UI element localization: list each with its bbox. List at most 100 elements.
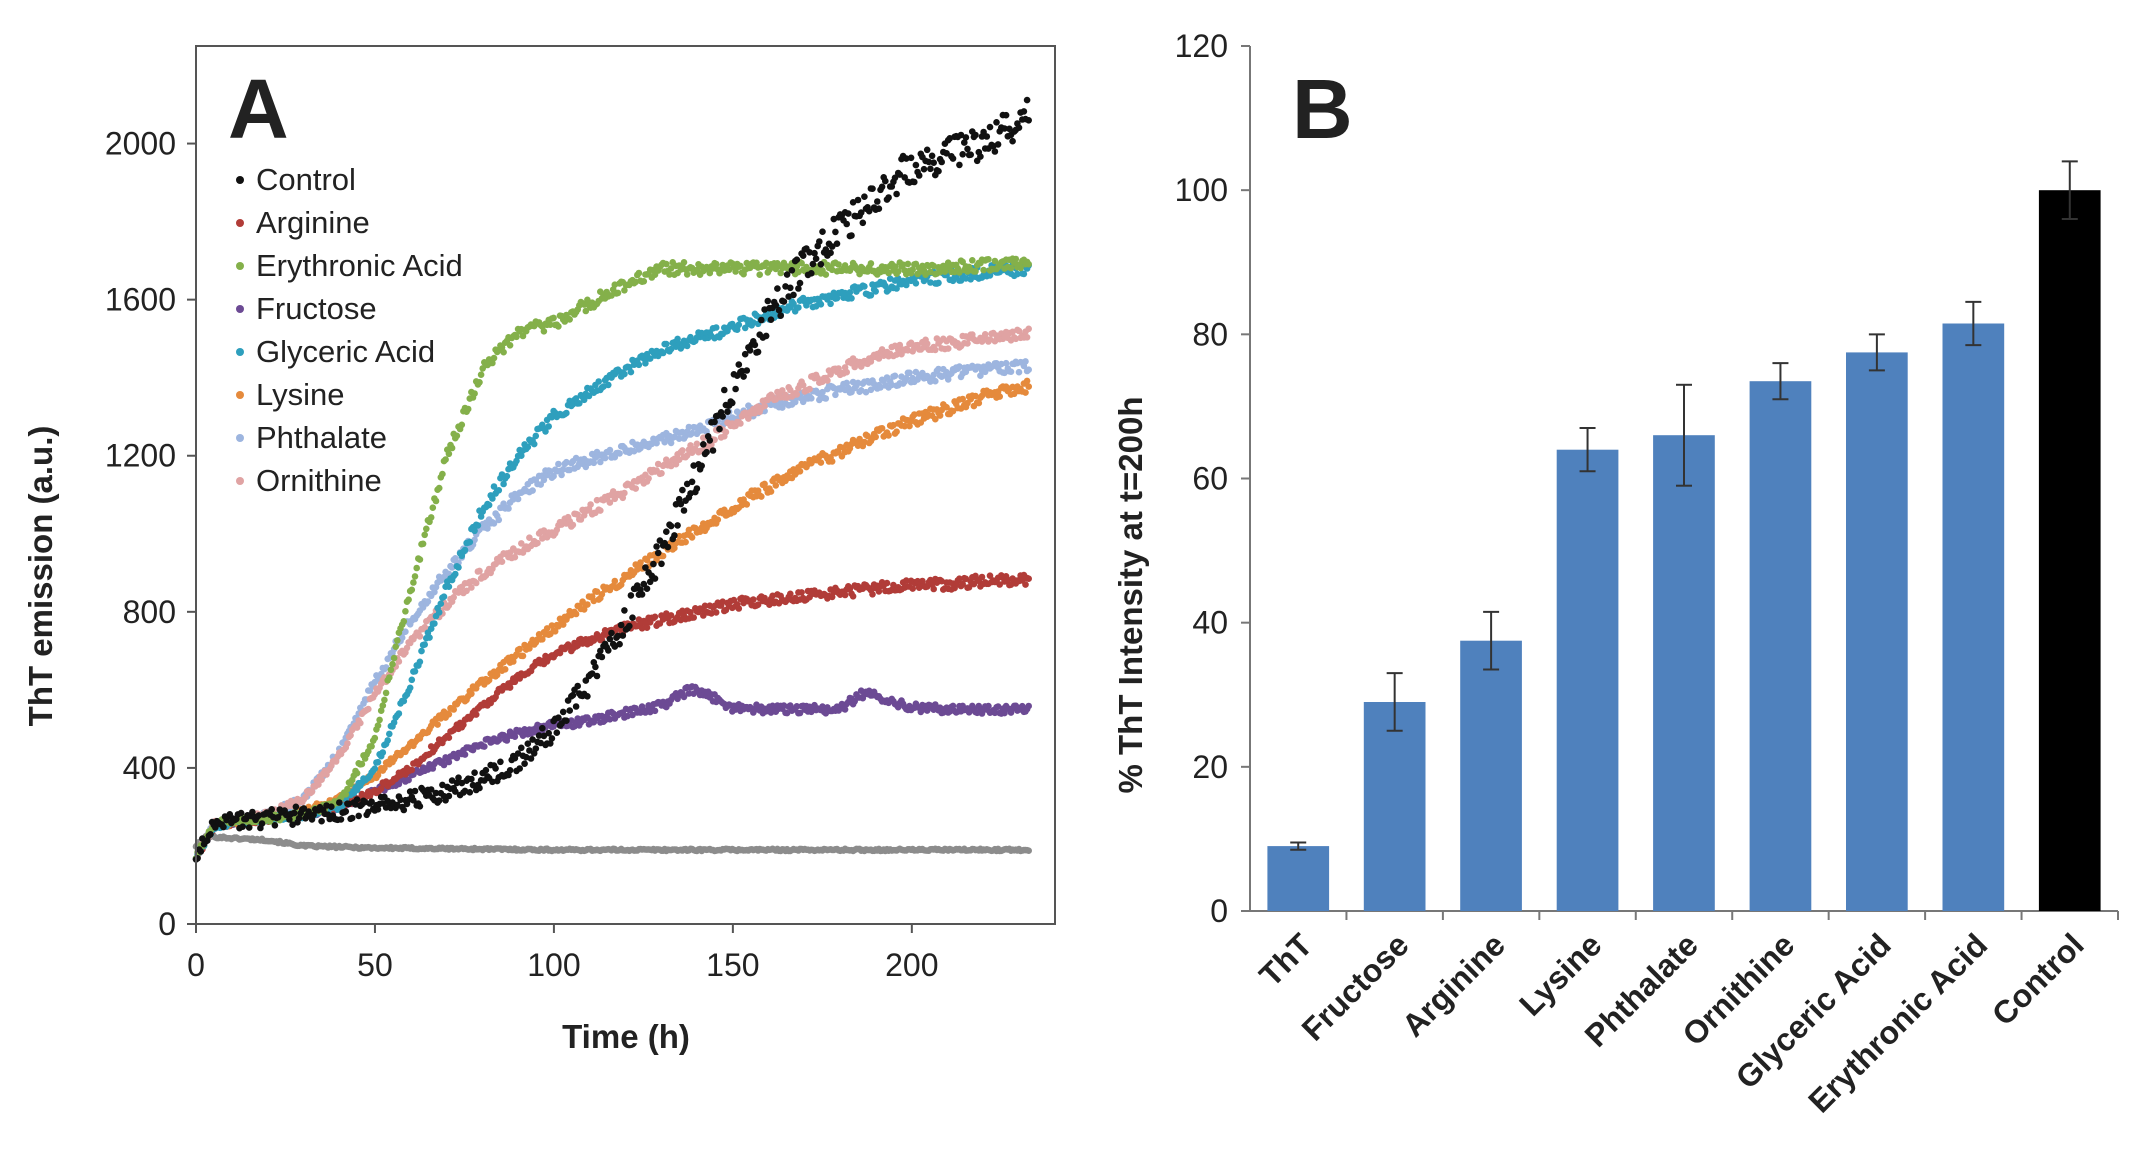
data-point xyxy=(980,266,987,274)
data-point xyxy=(993,119,1000,126)
data-point xyxy=(431,620,438,627)
data-point xyxy=(833,294,841,302)
legend-marker xyxy=(236,305,244,313)
data-point xyxy=(671,532,678,539)
data-point xyxy=(547,740,554,747)
data-point xyxy=(632,485,639,492)
data-point xyxy=(1022,389,1029,396)
data-point xyxy=(518,452,525,460)
data-point xyxy=(559,708,567,716)
panel-b-y-tick-label: 40 xyxy=(1192,605,1228,641)
data-point xyxy=(374,722,382,729)
data-point xyxy=(885,432,892,439)
data-point xyxy=(943,404,950,411)
data-point xyxy=(799,252,807,259)
panel-a-y-tick-label: 800 xyxy=(123,594,176,630)
data-point xyxy=(464,405,472,413)
data-point xyxy=(376,716,383,724)
data-point xyxy=(891,372,899,380)
data-point xyxy=(828,243,836,250)
panel-b-y-tick-label: 80 xyxy=(1192,316,1228,352)
data-point xyxy=(1025,702,1032,710)
data-point xyxy=(911,411,918,418)
data-point xyxy=(894,268,902,275)
data-point xyxy=(471,527,478,535)
series-control xyxy=(192,96,1032,863)
data-point xyxy=(978,573,986,581)
data-point xyxy=(453,779,461,787)
data-point xyxy=(249,808,256,816)
data-point xyxy=(468,690,475,698)
data-point xyxy=(872,433,879,441)
data-point xyxy=(408,766,416,774)
data-point xyxy=(292,803,300,811)
data-point xyxy=(543,625,551,632)
data-point xyxy=(410,579,417,586)
data-point xyxy=(576,400,583,407)
data-point xyxy=(379,749,387,756)
data-point xyxy=(923,707,931,714)
data-point xyxy=(719,413,726,420)
legend-item-control: Control xyxy=(236,162,356,197)
data-point xyxy=(308,788,316,796)
data-point xyxy=(434,721,441,728)
data-point xyxy=(510,658,517,665)
data-point xyxy=(819,703,826,710)
data-point xyxy=(856,270,863,278)
data-point xyxy=(906,422,913,430)
panel-a-x-tick-label: 100 xyxy=(527,947,580,983)
data-point xyxy=(1025,575,1032,582)
data-point xyxy=(977,372,984,380)
data-point xyxy=(416,556,424,563)
data-point xyxy=(680,693,688,701)
data-point xyxy=(1006,125,1013,133)
data-point xyxy=(959,580,966,588)
data-point xyxy=(642,564,649,571)
data-point xyxy=(675,456,683,464)
data-point xyxy=(919,369,926,377)
data-point xyxy=(514,495,522,503)
data-point xyxy=(432,789,440,797)
data-point xyxy=(817,459,825,466)
data-point xyxy=(484,525,491,532)
panel-a-y-tick-label: 400 xyxy=(123,750,176,786)
data-point xyxy=(442,456,449,463)
data-point xyxy=(402,628,409,635)
panel-a-x-tick-label: 200 xyxy=(885,947,938,983)
data-point xyxy=(848,295,855,302)
data-point xyxy=(735,321,743,329)
category-label-arginine: Arginine xyxy=(1395,926,1512,1043)
data-point xyxy=(556,649,564,657)
data-point xyxy=(555,460,562,468)
data-point xyxy=(1025,383,1032,390)
data-point xyxy=(651,613,659,621)
data-point xyxy=(746,347,754,354)
data-point xyxy=(729,399,736,407)
data-point xyxy=(638,591,646,598)
data-point xyxy=(935,167,942,175)
data-point xyxy=(606,446,614,454)
data-point xyxy=(896,341,904,349)
data-point xyxy=(969,257,976,264)
panel-b-y-tick-label: 20 xyxy=(1192,749,1228,785)
data-point xyxy=(683,452,691,459)
data-point xyxy=(663,528,670,535)
legend-item-fructose: Fructose xyxy=(236,291,377,326)
data-point xyxy=(1025,847,1032,854)
data-point xyxy=(843,368,850,376)
data-point xyxy=(485,501,493,509)
data-point xyxy=(398,634,406,641)
data-point xyxy=(212,824,219,831)
data-point xyxy=(336,799,343,806)
data-point xyxy=(532,745,540,752)
data-point xyxy=(743,259,751,267)
data-point xyxy=(445,792,453,800)
data-point xyxy=(811,249,818,257)
data-point xyxy=(580,512,588,519)
data-point xyxy=(986,272,994,279)
data-point xyxy=(551,628,559,635)
data-point xyxy=(972,268,979,275)
data-point xyxy=(667,265,675,272)
data-point xyxy=(758,493,765,500)
